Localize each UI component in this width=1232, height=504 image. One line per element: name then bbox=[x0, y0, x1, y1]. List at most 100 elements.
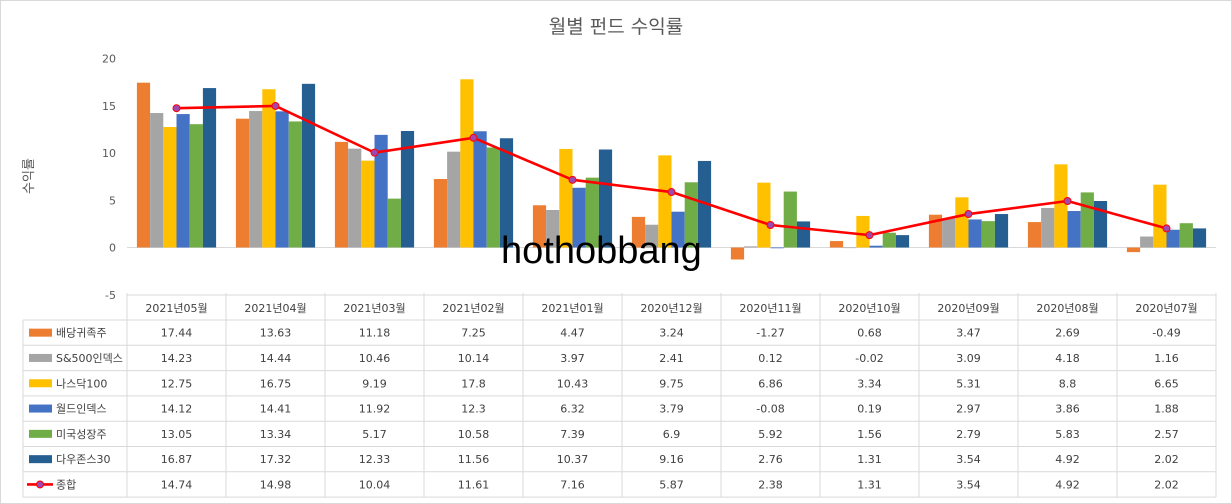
line-point bbox=[172, 104, 181, 113]
bar bbox=[1140, 236, 1154, 248]
bar bbox=[262, 89, 276, 248]
bar bbox=[176, 114, 190, 248]
bar bbox=[361, 160, 375, 248]
data-label: 1.56 bbox=[857, 428, 882, 441]
data-label: 3.54 bbox=[956, 453, 981, 466]
data-label: 3.79 bbox=[659, 403, 684, 416]
bar bbox=[473, 131, 487, 248]
bar bbox=[1080, 192, 1094, 248]
bar bbox=[994, 214, 1009, 248]
x-tick-label: 2020년09월 bbox=[937, 302, 999, 315]
data-label: 3.34 bbox=[857, 377, 882, 390]
data-label: 2.02 bbox=[1154, 478, 1179, 491]
bar bbox=[1041, 207, 1055, 248]
legend-label: 다우존스30 bbox=[56, 453, 110, 466]
bar bbox=[460, 79, 474, 248]
data-label: 14.41 bbox=[260, 403, 292, 416]
bar bbox=[843, 247, 857, 249]
bar bbox=[559, 148, 573, 248]
legend-label: S&500인덱스 bbox=[56, 352, 123, 365]
x-tick-label: 2020년11월 bbox=[739, 302, 801, 315]
data-label: 10.37 bbox=[557, 453, 589, 466]
data-label: 13.05 bbox=[161, 428, 193, 441]
bar bbox=[202, 88, 217, 248]
x-tick-label: 2021년01월 bbox=[541, 302, 603, 315]
data-label: 14.74 bbox=[161, 478, 193, 491]
y-tick-label: 10 bbox=[102, 147, 116, 160]
data-label: 2.57 bbox=[1154, 428, 1179, 441]
y-tick-label: 20 bbox=[102, 53, 116, 66]
data-label: 13.63 bbox=[260, 327, 292, 340]
data-label: 13.34 bbox=[260, 428, 292, 441]
data-label: 12.3 bbox=[461, 403, 486, 416]
bar bbox=[981, 221, 995, 248]
legend-swatch bbox=[29, 328, 52, 337]
data-label: 6.32 bbox=[560, 403, 585, 416]
data-label: 14.23 bbox=[161, 352, 193, 365]
data-label: -0.08 bbox=[756, 403, 784, 416]
bar bbox=[744, 246, 758, 248]
data-label: 14.44 bbox=[260, 352, 292, 365]
y-tick-label: 5 bbox=[109, 194, 116, 207]
bar bbox=[447, 151, 461, 248]
data-label: 4.18 bbox=[1055, 352, 1080, 365]
legend-swatch bbox=[29, 379, 52, 388]
y-tick-label: 15 bbox=[102, 100, 116, 113]
legend-label: 배당귀족주 bbox=[56, 327, 107, 340]
data-label: 9.16 bbox=[659, 453, 684, 466]
data-label: 2.38 bbox=[758, 478, 783, 491]
bar bbox=[730, 247, 745, 260]
bar bbox=[1153, 184, 1167, 248]
bar bbox=[1192, 228, 1207, 248]
x-tick-label: 2021년03월 bbox=[343, 302, 405, 315]
data-label: 1.88 bbox=[1154, 403, 1179, 416]
data-label: 17.32 bbox=[260, 453, 292, 466]
data-label: 2.76 bbox=[758, 453, 783, 466]
data-label: 6.65 bbox=[1154, 377, 1179, 390]
data-label: 1.31 bbox=[857, 453, 882, 466]
chart-title: 월별 펀드 수익률 bbox=[548, 16, 684, 38]
y-axis-title: 수익률 bbox=[22, 158, 37, 194]
data-label: -0.02 bbox=[855, 352, 883, 365]
bar bbox=[1054, 164, 1068, 248]
data-label: 3.24 bbox=[659, 327, 684, 340]
data-label: 4.92 bbox=[1055, 478, 1080, 491]
legend-label: 종합 bbox=[56, 478, 76, 491]
data-label: 0.12 bbox=[758, 352, 783, 365]
data-label: 5.31 bbox=[956, 377, 981, 390]
bar bbox=[136, 82, 151, 248]
x-tick-label: 2021년04월 bbox=[244, 302, 306, 315]
line-point bbox=[766, 221, 775, 230]
data-label: 11.56 bbox=[458, 453, 490, 466]
watermark-text: hothobbang bbox=[501, 230, 702, 272]
data-label: 3.09 bbox=[956, 352, 981, 365]
data-label: 3.47 bbox=[956, 327, 981, 340]
bar bbox=[942, 218, 956, 248]
bar bbox=[882, 232, 896, 248]
x-tick-label: 2020년10월 bbox=[838, 302, 900, 315]
data-label: 16.87 bbox=[161, 453, 193, 466]
data-label: 10.58 bbox=[458, 428, 490, 441]
line-point bbox=[271, 101, 280, 110]
bar bbox=[486, 147, 500, 248]
x-tick-label: 2021년02월 bbox=[442, 302, 504, 315]
bar bbox=[955, 197, 969, 248]
data-label: 12.33 bbox=[359, 453, 391, 466]
bar bbox=[869, 245, 883, 248]
bar bbox=[1027, 222, 1042, 248]
bar bbox=[671, 211, 685, 248]
bar bbox=[572, 187, 586, 248]
bar bbox=[348, 148, 362, 248]
bar bbox=[968, 219, 982, 248]
data-label: 5.83 bbox=[1055, 428, 1080, 441]
data-label: 10.04 bbox=[359, 478, 391, 491]
bar bbox=[546, 209, 560, 248]
bar bbox=[856, 215, 870, 248]
bar bbox=[532, 205, 547, 248]
data-label: 2.02 bbox=[1154, 453, 1179, 466]
line-point bbox=[568, 175, 577, 184]
x-tick-label: 2021년05월 bbox=[145, 302, 207, 315]
bar bbox=[658, 155, 672, 248]
data-label: 6.86 bbox=[758, 377, 783, 390]
